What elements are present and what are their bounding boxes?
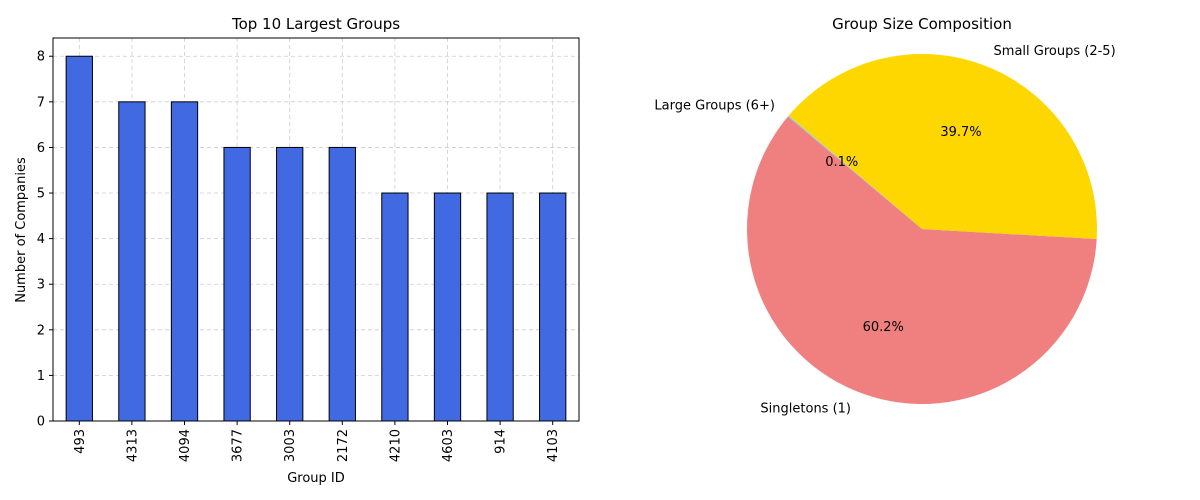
bar-3003: [276, 146, 304, 422]
bar-plot-frame: [52, 37, 580, 422]
bar-series: [65, 55, 567, 422]
y-tick-label: 6: [37, 141, 45, 156]
x-tick-label: 3677: [231, 429, 246, 462]
bar-4103: [539, 192, 567, 422]
pie-label-singletons-1: Singletons (1): [760, 401, 851, 416]
pie-pct-singletons-1: 60.2%: [863, 320, 904, 335]
pie-chart-title: Group Size Composition: [832, 15, 1012, 33]
bar-2172: [328, 146, 356, 422]
y-tick-label: 8: [37, 50, 45, 65]
pie-slice-small-groups-2-5: [788, 53, 1097, 240]
pie-slice-singletons-1: [747, 116, 1097, 404]
bar-4313: [118, 101, 146, 422]
x-tick-label: 2172: [336, 429, 351, 462]
y-tick-label: 2: [37, 323, 45, 338]
bar-chart-title: Top 10 Largest Groups: [231, 15, 400, 33]
pie-label-small-groups-2-5: Small Groups (2-5): [994, 44, 1116, 59]
bar-4094: [170, 101, 199, 422]
bar-914: [486, 192, 514, 422]
x-tick-label: 914: [494, 429, 509, 454]
x-tick-label: 3003: [283, 429, 298, 462]
pie-labels: Singletons (1) 60.2% Small Groups (2-5) 39.…: [654, 44, 1115, 417]
bar-3677: [223, 146, 251, 422]
pie-pct-small-groups-2-5: 39.7%: [940, 125, 981, 140]
pie-slice-large-groups-6: [787, 115, 922, 229]
x-tick-label: 4094: [178, 429, 193, 462]
bar-493: [65, 55, 93, 422]
bar-4210: [381, 192, 409, 422]
y-tick-label: 4: [37, 232, 45, 247]
pie-slices: [747, 53, 1097, 404]
y-tick-label: 1: [37, 369, 45, 384]
y-tick-label: 7: [37, 95, 45, 110]
pie-pct-large-groups-6: 0.1%: [825, 155, 858, 170]
x-tick-label: 4103: [546, 429, 561, 462]
pie-label-large-groups-6: Large Groups (6+): [654, 98, 775, 113]
bar-4603: [433, 192, 462, 422]
x-tick-label: 4313: [125, 429, 140, 462]
bar-x-axis-label: Group ID: [287, 471, 345, 486]
x-tick-label: 4603: [441, 429, 456, 462]
bar-x-ticks: 493 4313 4094 3677 3003 2172 4210 4603 914 4103: [73, 421, 561, 462]
y-tick-label: 5: [37, 187, 45, 202]
bar-y-ticks: 0 1 2 3 4 5 6 7 8: [37, 50, 53, 430]
bar-y-axis-label: Number of Companies: [14, 157, 29, 303]
y-tick-label: 3: [37, 278, 45, 293]
pie-chart: Group Size Composition Singletons (1) 60.…: [654, 15, 1115, 416]
y-tick-label: 0: [37, 415, 45, 430]
x-tick-label: 4210: [388, 429, 403, 462]
x-tick-label: 493: [73, 429, 88, 454]
